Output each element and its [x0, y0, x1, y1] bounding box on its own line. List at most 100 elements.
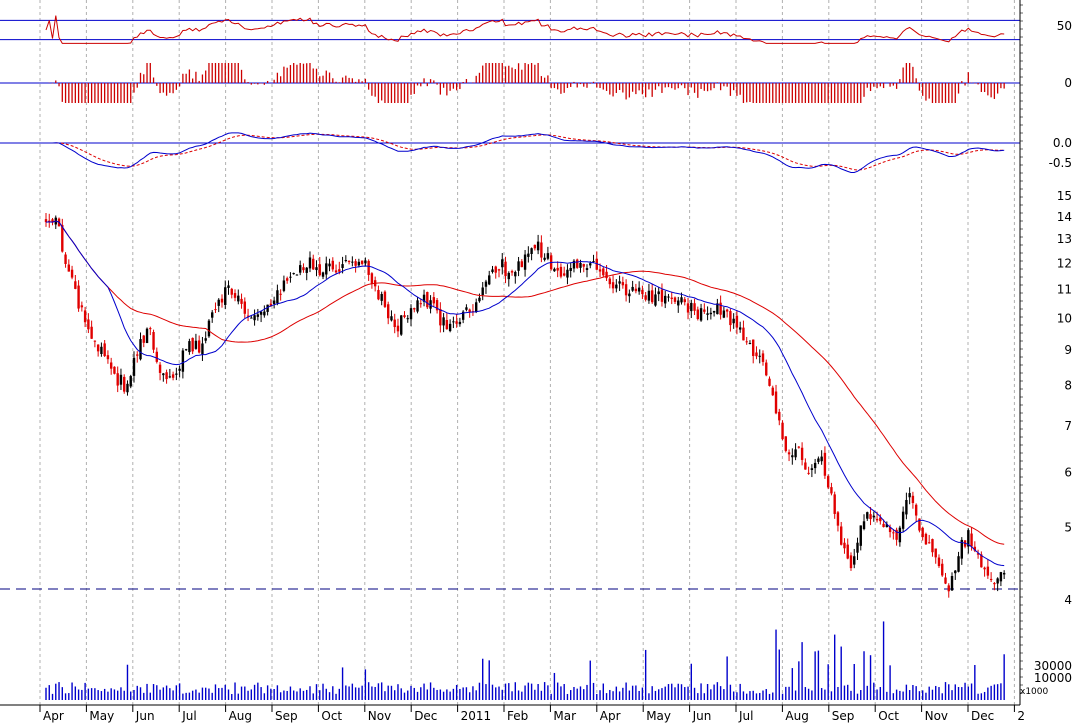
candle-body: [305, 267, 308, 273]
candle: [778, 408, 781, 426]
candle-body: [497, 269, 501, 271]
month-label-Mar: Mar: [553, 709, 576, 723]
candle-body: [354, 261, 357, 266]
candle-body: [677, 300, 680, 306]
candle: [315, 260, 318, 277]
candle-body: [224, 287, 227, 305]
candle-body: [70, 269, 74, 278]
candle-body: [158, 364, 162, 373]
candle: [465, 304, 468, 312]
candle-body: [106, 355, 110, 360]
candle-body: [201, 343, 204, 355]
candle: [302, 263, 305, 273]
candle-body: [856, 542, 859, 553]
candle-body: [722, 310, 726, 318]
candle: [712, 310, 716, 317]
candle-body: [706, 313, 709, 315]
candle: [220, 294, 224, 308]
candle: [755, 346, 758, 360]
candle: [849, 552, 853, 571]
candle: [373, 276, 377, 292]
candle: [608, 276, 612, 289]
candle-body: [390, 316, 393, 321]
candle: [259, 310, 263, 323]
month-label-Sep: Sep: [832, 709, 855, 723]
candle: [162, 372, 165, 382]
price-tick-label-10: 10: [1057, 311, 1072, 325]
candle-body: [90, 326, 93, 339]
candle-body: [664, 295, 667, 304]
month-label-Jun: Jun: [135, 709, 155, 723]
candle: [504, 256, 507, 284]
candle: [859, 525, 862, 551]
candle: [996, 577, 999, 592]
candle-body: [820, 456, 823, 462]
candle: [370, 272, 374, 289]
candle-body: [237, 295, 240, 302]
candle: [729, 308, 732, 332]
candle-body: [383, 291, 387, 307]
candle: [83, 306, 87, 328]
candle-body: [830, 487, 833, 494]
month-label-Oct: Oct: [878, 709, 899, 723]
candle-body: [999, 572, 1003, 582]
candle: [928, 534, 931, 544]
candle: [413, 307, 416, 313]
candle-body: [898, 527, 902, 543]
candle-body: [129, 376, 132, 387]
candle-body: [967, 530, 970, 547]
candle: [758, 349, 761, 364]
candle: [820, 450, 823, 465]
candle: [67, 259, 71, 272]
candle-body: [484, 281, 488, 287]
candle-body: [833, 494, 836, 514]
candle: [70, 265, 74, 280]
candle: [856, 537, 859, 560]
candle: [165, 369, 168, 384]
candle-body: [576, 259, 579, 268]
candle: [1002, 570, 1006, 580]
candle-body: [869, 514, 872, 520]
candle: [950, 572, 954, 592]
candle-body: [725, 309, 729, 312]
candle: [367, 259, 370, 281]
candle-body: [103, 343, 106, 357]
month-label-May: May: [646, 709, 671, 723]
candle: [514, 270, 517, 284]
candle-body: [285, 278, 289, 281]
candle: [905, 492, 908, 520]
candle: [647, 283, 651, 304]
candle-body: [989, 578, 993, 581]
candle: [429, 295, 432, 314]
candle: [74, 274, 77, 290]
candle-body: [517, 261, 520, 271]
candle: [100, 342, 103, 357]
candle-body: [282, 280, 286, 291]
candle-body: [602, 268, 605, 276]
candle: [474, 298, 478, 314]
candle-body: [973, 546, 977, 551]
candle: [175, 367, 178, 381]
candle: [826, 474, 830, 490]
candle: [644, 291, 647, 302]
candle-body: [647, 290, 651, 301]
candle-body: [755, 352, 758, 357]
candle-body: [954, 570, 957, 574]
month-label-Oct: Oct: [321, 709, 342, 723]
candle: [230, 287, 233, 299]
month-label-Aug: Aug: [229, 709, 252, 723]
candle-body: [432, 297, 436, 304]
candle-body: [276, 290, 279, 304]
candle: [351, 256, 354, 267]
candle: [455, 313, 458, 328]
candle-body: [914, 504, 918, 516]
candle-body: [61, 224, 64, 252]
candle-body: [553, 268, 556, 272]
candle: [106, 350, 110, 364]
candle: [976, 549, 980, 559]
candle: [426, 291, 429, 310]
candle: [980, 551, 983, 568]
candle: [44, 212, 48, 227]
candle: [800, 442, 804, 466]
candle-body: [957, 556, 960, 572]
